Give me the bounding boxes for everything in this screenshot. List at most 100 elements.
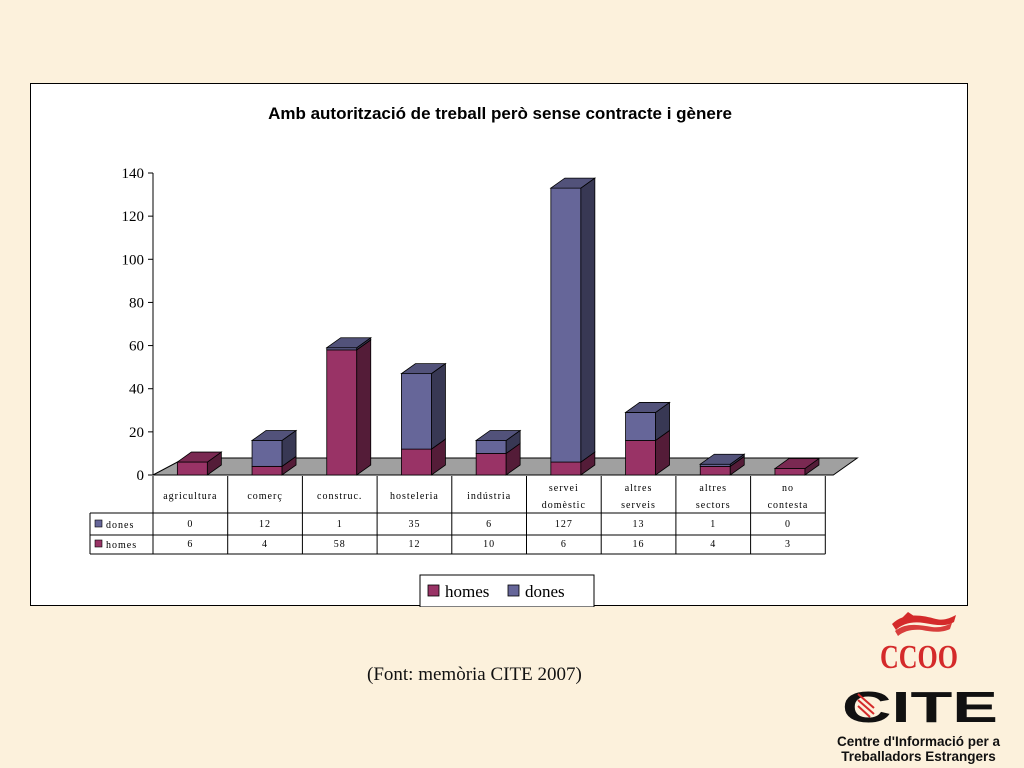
- y-tick-label: 60: [129, 339, 144, 355]
- bar-front: [550, 187, 582, 463]
- plot-area: 0 20 40 60 80 100 120 140: [122, 166, 859, 484]
- bar-front: [550, 461, 582, 476]
- organization-line-1: Centre d'Informació per a: [837, 734, 1000, 749]
- bar-homes: [401, 438, 446, 476]
- table-cell: 1: [710, 519, 716, 530]
- cite-wordmark: CITE: [842, 686, 998, 726]
- table-cell: 6: [561, 539, 567, 550]
- y-tick-label: 100: [122, 252, 145, 268]
- bar-dones: [625, 401, 670, 442]
- table-cell: 35: [408, 519, 420, 530]
- table-cell: 4: [710, 539, 716, 550]
- bar-front: [475, 440, 507, 454]
- data-table: agricultura comerç construc. hosteleria indú…: [89, 476, 826, 555]
- ccoo-wordmark: CCOO: [880, 639, 958, 672]
- bar-side: [356, 339, 372, 476]
- organization-name: Centre d'Informació per a Treballadors E…: [813, 734, 1024, 764]
- bar-front: [326, 349, 358, 476]
- bar-dones: [550, 177, 596, 463]
- table-row-label: dones: [106, 520, 134, 531]
- cite-stripes-icon: [857, 693, 875, 718]
- table-cell: 6: [187, 539, 193, 550]
- bar-top: [474, 430, 522, 441]
- cite-logo: CITE: [842, 686, 998, 726]
- table-cell: 3: [785, 539, 791, 550]
- organization-line-2: Treballadors Estrangers: [841, 749, 996, 764]
- bar-dones: [401, 362, 446, 450]
- bar-top: [549, 177, 597, 189]
- bar-homes: [625, 429, 670, 476]
- category-label: hosteleria: [390, 491, 439, 502]
- category-label: contesta: [768, 500, 809, 511]
- table-cell: 127: [555, 519, 573, 530]
- bar-front: [176, 461, 208, 476]
- bar-top: [699, 453, 746, 465]
- legend: homes dones: [419, 574, 595, 607]
- y-tick-label: 20: [129, 425, 144, 441]
- legend-box: [419, 574, 595, 607]
- table-key-homes: [94, 539, 103, 548]
- bar-front: [251, 465, 283, 476]
- bar-top: [624, 402, 671, 413]
- category-label: altres: [699, 483, 727, 494]
- category-label: altres: [625, 483, 653, 494]
- y-tick-label: 40: [129, 382, 144, 398]
- bar-side: [431, 362, 446, 450]
- table-row-label: homes: [106, 540, 137, 551]
- bar-homes: [326, 339, 372, 476]
- chart-frame: Amb autorització de treball però sense c…: [30, 83, 968, 607]
- bar-top: [400, 363, 447, 375]
- category-label: serveis: [621, 500, 656, 511]
- legend-swatch-homes: [427, 584, 440, 597]
- category-label: construc.: [317, 491, 362, 502]
- y-tick-label: 140: [122, 166, 145, 182]
- bar-front: [475, 453, 507, 476]
- category-label: agricultura: [163, 491, 217, 502]
- category-label: no: [782, 483, 794, 494]
- chart-title: Amb autorització de treball però sense c…: [268, 104, 732, 123]
- category-label: domèstic: [542, 500, 586, 511]
- table-cell: 1: [337, 519, 343, 530]
- bar-dones: [475, 429, 521, 455]
- category-label: comerç: [247, 491, 282, 502]
- bar-front: [774, 468, 806, 476]
- bar-top: [325, 337, 372, 349]
- table-cell: 0: [187, 519, 193, 530]
- table-cell: 58: [334, 539, 346, 550]
- bar-front: [401, 448, 432, 476]
- table-cell: 0: [785, 519, 791, 530]
- category-label: sectors: [696, 500, 731, 511]
- bar-front: [251, 440, 283, 467]
- bar-homes: [176, 451, 222, 476]
- category-label: servei: [549, 483, 579, 494]
- bar-front: [625, 412, 656, 441]
- legend-label-dones: dones: [525, 582, 565, 601]
- table-cell: 12: [259, 519, 271, 530]
- source-note: (Font: memòria CITE 2007): [367, 664, 582, 685]
- table-cell: 13: [633, 519, 645, 530]
- bar-front: [625, 440, 656, 476]
- bar-top: [250, 430, 298, 441]
- ccoo-logo: CCOO: [880, 612, 958, 672]
- ccoo-flag-icon: [892, 612, 956, 636]
- table-cell: 6: [486, 519, 492, 530]
- chart: Amb autorització de treball però sense c…: [89, 104, 859, 607]
- y-tick-label: 80: [129, 295, 144, 311]
- bar-front: [401, 373, 432, 450]
- y-tick-label: 120: [122, 209, 145, 225]
- bar-dones: [251, 429, 297, 468]
- table-key-dones: [94, 519, 103, 528]
- bar-top: [176, 451, 223, 463]
- table-cell: 10: [483, 539, 495, 550]
- bar-side: [580, 177, 596, 463]
- legend-swatch-dones: [507, 584, 520, 597]
- table-cell: 4: [262, 539, 268, 550]
- bar-top: [773, 458, 821, 469]
- bar-homes: [550, 451, 596, 476]
- category-label: indústria: [467, 491, 511, 502]
- table-cell: 16: [633, 539, 645, 550]
- legend-label-homes: homes: [445, 582, 489, 601]
- bar-front: [699, 465, 731, 476]
- y-tick-label: 0: [137, 468, 145, 484]
- table-cell: 12: [408, 539, 420, 550]
